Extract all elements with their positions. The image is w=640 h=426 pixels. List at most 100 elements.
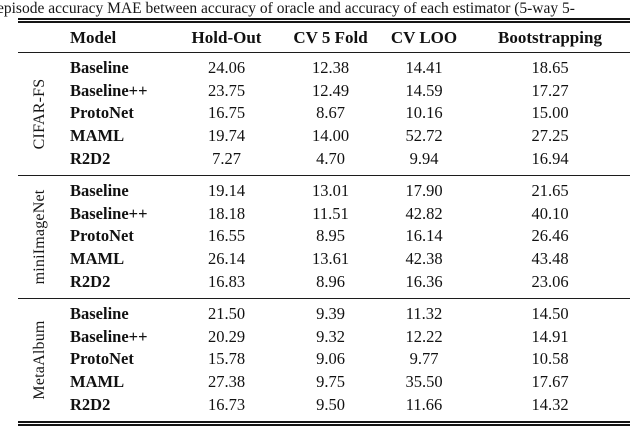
table-header: Model Hold-Out CV 5 Fold CV LOO Bootstra… [18,21,630,53]
value-cell: 16.73 [207,394,246,414]
value-cell: 11.66 [405,394,443,414]
value-cell: 13.61 [311,249,350,269]
value-cell: 23.75 [207,80,246,100]
value-cell: 21.65 [531,181,569,201]
group-metaalbum: MetaAlbum Baseline 21.50 9.39 11.32 14.5… [18,298,630,423]
value-cell: 19.74 [207,126,246,146]
value-cell: 17.67 [531,372,569,392]
value-cell: 13.01 [311,181,350,201]
rotated-group-label: CIFAR-FS [31,78,48,150]
value-cell: 35.50 [405,372,443,392]
table-row: Baseline++ 20.29 9.32 12.22 14.91 [18,326,630,349]
value-cell: 24.06 [207,58,246,78]
table-row: MetaAlbum Baseline 21.50 9.39 11.32 14.5… [18,298,630,399]
table-row: R2D2 7.27 4.70 9.94 16.94 [18,147,630,175]
table-row: MAML 26.14 13.61 42.38 43.48 [18,248,630,271]
col-header-cvloo: CV LOO [390,27,458,47]
model-name: MAML [70,249,125,269]
value-cell: 12.49 [311,80,350,100]
value-cell: 18.18 [207,203,246,223]
group-miniimagenet: miniImageNet Baseline 19.14 13.01 17.90 … [18,175,630,298]
group-label-cifar-fs: CIFAR-FS [18,53,62,176]
group-cifar-fs: CIFAR-FS Baseline 24.06 12.38 14.41 18.6… [18,53,630,176]
value-cell: 14.32 [531,394,569,414]
table-row: Baseline++ 18.18 11.51 42.82 40.10 [18,203,630,226]
group-label-miniimagenet: miniImageNet [18,175,62,298]
model-name: R2D2 [70,148,111,168]
table-caption: episode accuracy MAE between accuracy of… [0,0,575,17]
value-cell: 27.38 [207,372,246,392]
model-name: ProtoNet [70,349,134,369]
rotated-group-label: miniImageNet [31,189,48,285]
col-header-bootstrapping: Bootstrapping [498,27,602,47]
group-label-metaalbum: MetaAlbum [18,298,62,423]
value-cell: 4.70 [316,148,345,168]
table-row: R2D2 16.83 8.96 16.36 23.06 [18,270,630,298]
model-name: ProtoNet [70,226,134,246]
model-name: MAML [70,372,125,392]
value-cell: 9.06 [316,349,345,369]
table-row: Baseline++ 23.75 12.49 14.59 17.27 [18,80,630,103]
value-cell: 9.94 [409,148,439,168]
value-cell: 42.82 [405,203,443,223]
model-name: MAML [70,126,125,146]
value-cell: 14.50 [531,304,569,324]
value-cell: 14.91 [531,326,569,346]
group-column-spacer [18,21,62,53]
value-cell: 14.41 [405,58,443,78]
rotated-group-label: MetaAlbum [31,320,48,400]
model-name: Baseline++ [70,326,148,346]
model-name: Baseline [70,58,129,78]
value-cell: 12.38 [311,58,350,78]
value-cell: 9.39 [316,304,345,324]
table-row: ProtoNet 16.75 8.67 10.16 15.00 [18,102,630,125]
value-cell: 19.14 [207,181,246,201]
value-cell: 8.95 [316,226,345,246]
table-row: ProtoNet 16.55 8.95 16.14 26.46 [18,225,630,248]
table-row: R2D2 16.73 9.50 11.66 14.32 [18,393,630,423]
model-name: Baseline [70,181,129,201]
table-row: MAML 27.38 9.75 35.50 17.67 [18,371,630,394]
value-cell: 8.67 [316,103,345,123]
model-name: R2D2 [70,394,111,414]
value-cell: 23.06 [531,271,569,291]
value-cell: 18.65 [531,58,569,78]
value-cell: 52.72 [405,126,443,146]
value-cell: 7.27 [212,148,241,168]
value-cell: 9.75 [316,372,345,392]
col-header-model: Model [70,27,117,47]
value-cell: 14.00 [311,126,350,146]
value-cell: 16.83 [207,271,246,291]
value-cell: 16.94 [531,148,569,168]
value-cell: 40.10 [531,203,569,223]
value-cell: 11.32 [405,304,443,324]
model-name: Baseline++ [70,203,148,223]
col-header-holdout: Hold-Out [191,27,262,47]
value-cell: 17.90 [405,181,443,201]
model-name: Baseline++ [70,80,148,100]
value-cell: 21.50 [207,304,246,324]
model-name: R2D2 [70,271,111,291]
value-cell: 8.96 [316,271,345,291]
col-header-cv5fold: CV 5 Fold [293,27,368,47]
value-cell: 10.58 [531,349,569,369]
table-row: MAML 19.74 14.00 52.72 27.25 [18,125,630,148]
model-name: Baseline [70,304,129,324]
value-cell: 11.51 [312,203,349,223]
results-table: Model Hold-Out CV 5 Fold CV LOO Bootstra… [18,18,630,426]
value-cell: 14.59 [405,80,443,100]
value-cell: 43.48 [531,249,569,269]
value-cell: 10.16 [405,103,443,123]
table-row: miniImageNet Baseline 19.14 13.01 17.90 … [18,175,630,284]
value-cell: 15.00 [531,103,569,123]
value-cell: 20.29 [207,326,246,346]
value-cell: 16.36 [405,271,443,291]
value-cell: 26.14 [207,249,246,269]
value-cell: 9.50 [316,394,345,414]
table-row: ProtoNet 15.78 9.06 9.77 10.58 [18,348,630,371]
value-cell: 9.77 [409,349,439,369]
table-row: CIFAR-FS Baseline 24.06 12.38 14.41 18.6… [18,53,630,149]
value-cell: 12.22 [405,326,443,346]
value-cell: 9.32 [316,326,345,346]
